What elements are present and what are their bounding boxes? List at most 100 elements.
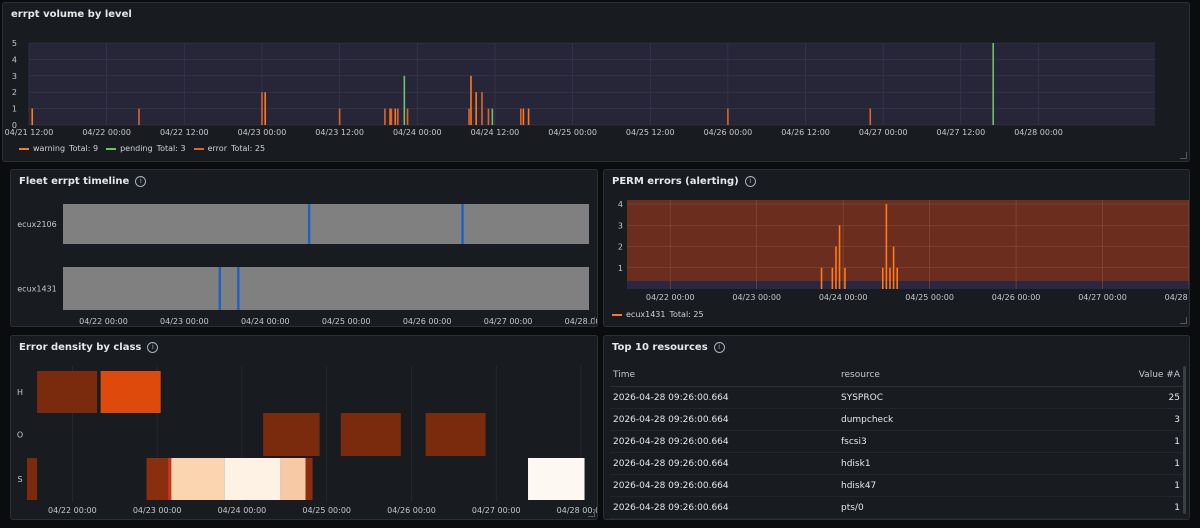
- alert-background: [627, 200, 1189, 289]
- bar-ecux1431: [896, 267, 898, 289]
- bar-warning: [470, 75, 472, 125]
- x-tick-label: 04/27 00:00: [484, 317, 533, 326]
- info-icon[interactable]: i: [135, 176, 147, 187]
- volume-panel-title[interactable]: errpt volume by level: [11, 9, 132, 20]
- cell-value: 3: [964, 408, 1183, 431]
- bar-error: [397, 108, 399, 125]
- y-tick-label: 4: [12, 55, 17, 64]
- info-icon[interactable]: i: [744, 176, 756, 187]
- legend-item-ecux1431[interactable]: ecux1431 Total: 25: [612, 310, 704, 319]
- x-tick-label: 04/23 12:00: [315, 128, 364, 137]
- legend-swatch-error: [193, 147, 204, 150]
- heatmap-cell: [37, 371, 98, 413]
- event-marker: [237, 267, 240, 310]
- cell-resource: hdisk47: [838, 474, 964, 497]
- x-tick-label: 04/27 00:00: [472, 506, 521, 515]
- cell-time: 2026-04-28 09:26:00.664: [610, 452, 838, 475]
- legend-item-pending[interactable]: pending Total: 3: [106, 144, 186, 153]
- fleet-timeline-chart[interactable]: ecux2106 ecux1431 04/22 00:00 04/23 00:00 04…: [11, 188, 598, 327]
- y-tick-label: 2: [12, 88, 17, 97]
- legend-item-error[interactable]: error Total: 25: [193, 144, 266, 153]
- resize-handle[interactable]: [1180, 152, 1187, 159]
- fleet-title-text: Fleet errpt timeline: [19, 176, 130, 187]
- legend-total: Total: 3: [156, 144, 186, 153]
- x-tick-label: 04/25 12:00: [626, 128, 675, 137]
- col-header-resource[interactable]: resource: [838, 364, 964, 387]
- col-header-time[interactable]: Time: [610, 364, 838, 387]
- cell-resource: SYSPROC: [838, 386, 964, 409]
- table-scrollbar[interactable]: [1183, 366, 1186, 514]
- x-tick-label: 04/22 12:00: [160, 128, 209, 137]
- density-heatmap[interactable]: 04/22 00:00 04/23 00:00 04/24 00:00 04/25 0…: [11, 358, 598, 518]
- bar-error: [406, 108, 409, 125]
- bar-error: [384, 108, 386, 125]
- resize-handle[interactable]: [1180, 317, 1187, 324]
- info-icon[interactable]: i: [713, 342, 725, 353]
- legend-name: error: [207, 144, 227, 153]
- cell-time: 2026-04-28 09:26:00.664: [610, 386, 838, 409]
- fleet-panel-title[interactable]: Fleet errpt timeline i: [19, 176, 147, 187]
- event-marker: [307, 204, 311, 244]
- y-tick-label: 3: [618, 221, 623, 230]
- perm-panel-title[interactable]: PERM errors (alerting) i: [612, 176, 756, 187]
- bar-ecux1431: [881, 267, 884, 289]
- density-panel: Error density by class i 04/22 00:00 04/2…: [10, 335, 598, 520]
- bar-error: [390, 108, 393, 125]
- bar-pending: [992, 43, 995, 125]
- table-row[interactable]: 2026-04-28 09:26:00.664 pts/0 1: [610, 496, 1183, 519]
- x-tick-label: 04/22 00:00: [646, 293, 695, 302]
- cell-time: 2026-04-28 09:26:00.664: [610, 408, 838, 431]
- x-tick-label: 04/24 00:00: [218, 506, 267, 515]
- bar-ecux1431: [831, 267, 834, 289]
- perm-errors-chart[interactable]: 1 2 3 4 04/22 00:00 04/23 00:00 04/24 00:00 04/…: [604, 192, 1190, 304]
- x-tick-label: 04/28 00:00: [1014, 128, 1063, 137]
- cell-resource: hdisk1: [838, 452, 964, 475]
- state-bar-ecux1431: [63, 267, 589, 310]
- legend-total: Total: 25: [669, 310, 704, 319]
- row-label: ecux1431: [17, 285, 56, 294]
- bar-warning: [264, 92, 267, 125]
- bar-ecux1431: [844, 267, 846, 289]
- table-row[interactable]: 2026-04-28 09:26:00.664 hdisk1 1: [610, 452, 1183, 475]
- heatmap-cell: [425, 413, 486, 456]
- event-marker: [461, 204, 464, 244]
- baseline-band: [627, 281, 1189, 289]
- table-row[interactable]: 2026-04-28 09:26:00.664 fscsi3 1: [610, 430, 1183, 453]
- y-tick-label: 4: [618, 200, 623, 209]
- plot-background: [29, 43, 1155, 125]
- x-tick-label: 04/25 00:00: [302, 506, 351, 515]
- legend-item-warning[interactable]: warning Total: 9: [19, 144, 98, 153]
- col-header-value[interactable]: Value #A: [964, 364, 1183, 387]
- x-tick-label: 04/26 00:00: [704, 128, 753, 137]
- bar-error: [261, 92, 263, 125]
- resize-handle[interactable]: [588, 510, 595, 517]
- cell-time: 2026-04-28 09:26:00.664: [610, 496, 838, 519]
- density-panel-title[interactable]: Error density by class i: [19, 342, 159, 353]
- heatmap-cell: [224, 458, 281, 500]
- event-marker: [218, 267, 221, 310]
- bar-warning: [389, 108, 391, 125]
- info-icon[interactable]: i: [147, 342, 159, 353]
- top10-panel-title[interactable]: Top 10 resources i: [612, 342, 725, 353]
- resize-handle[interactable]: [588, 317, 595, 324]
- table-row[interactable]: 2026-04-28 09:26:00.664 dumpcheck 3: [610, 408, 1183, 431]
- x-tick-label: 04/27 00:00: [1078, 293, 1127, 302]
- cell-value: 1: [964, 496, 1183, 519]
- table-row[interactable]: 2026-04-28 09:26:00.664 hdisk47 1: [610, 474, 1183, 497]
- x-tick-label: 04/23 00:00: [133, 506, 182, 515]
- heatmap-cell: [305, 458, 313, 500]
- heatmap-cell: [167, 458, 172, 500]
- heatmap-cell: [146, 458, 168, 500]
- x-tick-label: 04/24 00:00: [241, 317, 290, 326]
- legend-total: Total: 9: [69, 144, 99, 153]
- table-row[interactable]: 2026-04-28 09:26:00.664 SYSPROC 25: [610, 386, 1183, 409]
- perm-title-text: PERM errors (alerting): [612, 176, 739, 187]
- legend-total: Total: 25: [230, 144, 266, 153]
- x-tick-label: 04/24 00:00: [819, 293, 868, 302]
- cell-time: 2026-04-28 09:26:00.664: [610, 474, 838, 497]
- volume-chart[interactable]: 0 1 2 3 4 5 04/21 12:00 04/22 00:00 04/22 12:00 0…: [3, 25, 1190, 155]
- bar-ecux1431: [889, 267, 891, 289]
- y-tick-label: 5: [12, 39, 17, 48]
- bar-error: [869, 108, 872, 125]
- x-tick-label: 04/21 12:00: [5, 128, 54, 137]
